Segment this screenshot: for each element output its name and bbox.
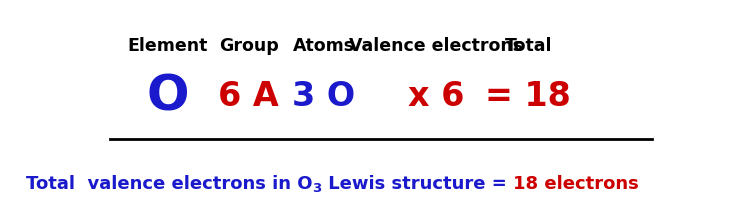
Text: 18 electrons: 18 electrons: [513, 175, 638, 193]
Text: O: O: [147, 73, 189, 121]
Text: Group: Group: [219, 37, 278, 55]
Text: = 18: = 18: [485, 80, 571, 113]
Text: Total  valence electrons in O: Total valence electrons in O: [26, 175, 312, 193]
Text: Total: Total: [504, 37, 552, 55]
Text: 3: 3: [312, 182, 322, 195]
Text: Lewis structure =: Lewis structure =: [322, 175, 513, 193]
Text: Atoms: Atoms: [292, 37, 355, 55]
Text: x 6: x 6: [408, 80, 464, 113]
Text: Element: Element: [128, 37, 208, 55]
Text: Valence electrons: Valence electrons: [349, 37, 523, 55]
Text: 3 O: 3 O: [292, 80, 355, 113]
Text: 6 A: 6 A: [218, 80, 279, 113]
